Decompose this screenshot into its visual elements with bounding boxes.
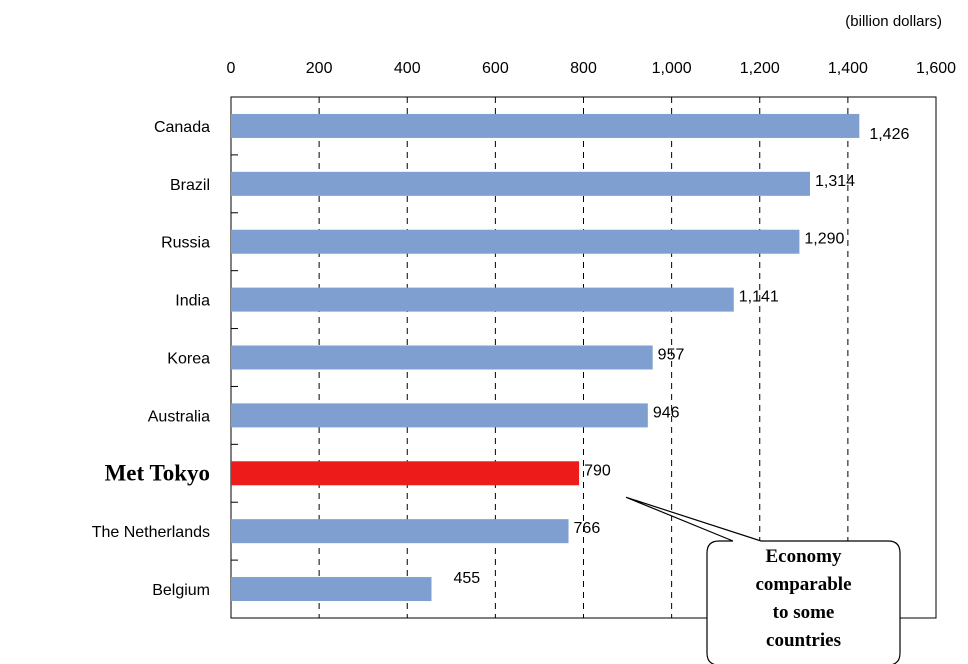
bar <box>231 519 569 544</box>
unit-label: (billion dollars) <box>845 13 942 30</box>
value-label: 790 <box>584 462 611 479</box>
value-label: 946 <box>653 404 680 421</box>
bar <box>231 403 648 428</box>
category-ticks <box>231 154 238 561</box>
callout-text-line: countries <box>766 630 841 651</box>
value-label: 1,141 <box>739 289 779 306</box>
category-label: India <box>175 293 210 310</box>
bar <box>231 461 580 486</box>
value-label: 1,314 <box>815 173 855 190</box>
x-tick-label: 800 <box>570 60 597 77</box>
x-tick-label: 600 <box>482 60 509 77</box>
x-tick-label: 1,000 <box>652 60 692 77</box>
callout-text-line: comparable <box>755 574 851 595</box>
bar <box>231 113 860 138</box>
callout-bubble <box>625 496 901 664</box>
value-labels: 1,426 1,314 1,290 1,141 957 946 790 766 455 <box>453 126 909 587</box>
category-label: Russia <box>161 235 210 252</box>
x-axis-tick-labels: 0 200 400 600 800 1,000 1,200 1,400 1,600 <box>227 60 957 77</box>
bar <box>231 229 800 254</box>
callout-text-line: Economy <box>766 546 843 567</box>
value-label: 766 <box>574 520 601 537</box>
bars <box>231 113 860 602</box>
x-tick-label: 400 <box>394 60 421 77</box>
category-label: Australia <box>148 408 210 425</box>
value-label: 1,290 <box>804 231 844 248</box>
bar <box>231 345 653 370</box>
category-label: Brazil <box>170 177 210 194</box>
x-tick-label: 0 <box>227 60 236 77</box>
bar <box>231 577 432 602</box>
value-label: 455 <box>453 570 480 587</box>
value-label: 1,426 <box>869 126 909 143</box>
category-label: Korea <box>167 351 210 368</box>
x-tick-label: 200 <box>306 60 333 77</box>
value-label: 957 <box>658 347 685 364</box>
category-label: Met Tokyo <box>105 460 210 485</box>
bar <box>231 287 734 312</box>
x-tick-label: 1,200 <box>740 60 780 77</box>
category-label: The Netherlands <box>92 524 210 541</box>
x-tick-label: 1,400 <box>828 60 868 77</box>
bar <box>231 171 810 196</box>
callout-text-line: to some <box>773 602 835 623</box>
category-labels: Canada Brazil Russia India Korea Australia Met… <box>92 119 210 599</box>
x-tick-label: 1,600 <box>916 60 956 77</box>
category-label: Canada <box>154 119 210 136</box>
annotation-callout: Economy comparable to some countries <box>625 496 901 664</box>
category-label: Belgium <box>152 582 210 599</box>
